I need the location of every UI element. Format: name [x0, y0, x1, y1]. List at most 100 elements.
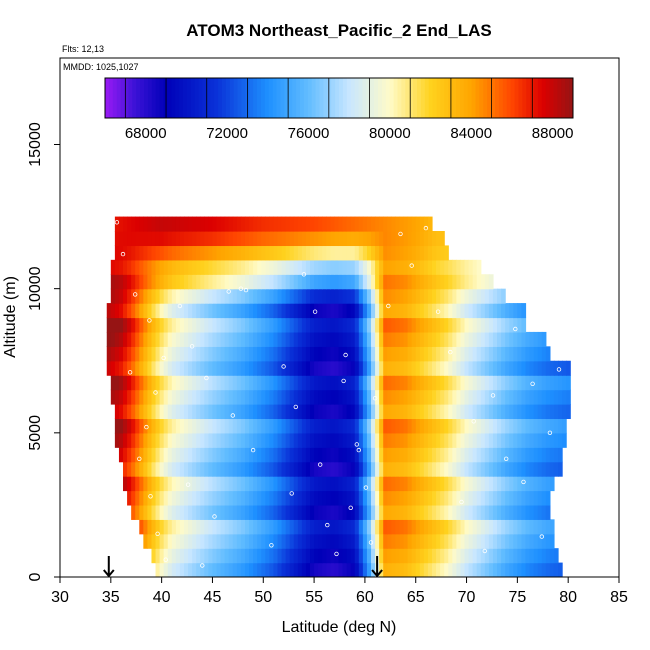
heatmap-cell	[391, 259, 396, 275]
heatmap-cell	[452, 317, 457, 333]
heatmap-cell	[135, 317, 140, 333]
heatmap-cell	[431, 360, 437, 376]
heatmap-cell	[114, 432, 120, 448]
heatmap-cell	[167, 461, 173, 477]
heatmap-cell	[159, 562, 165, 577]
heatmap-cell	[297, 303, 303, 319]
heatmap-cell	[184, 303, 189, 319]
heatmap-cell	[415, 490, 421, 506]
heatmap-cell	[322, 418, 327, 434]
heatmap-cell	[379, 504, 384, 520]
heatmap-cell	[163, 476, 169, 492]
heatmap-cell	[436, 504, 441, 520]
sample-point	[212, 514, 217, 519]
heatmap-cell	[366, 548, 372, 564]
heatmap-cell	[261, 476, 266, 492]
heatmap-cell	[277, 259, 283, 275]
heatmap-cell	[456, 504, 462, 520]
heatmap-cell	[212, 476, 218, 492]
heatmap-cell	[139, 375, 144, 391]
heatmap-cell	[533, 331, 539, 347]
heatmap-cell	[297, 418, 303, 434]
heatmap-cell	[151, 375, 157, 391]
colorbar-swatch	[225, 78, 231, 118]
heatmap-cell	[310, 490, 315, 506]
heatmap-cell	[261, 331, 266, 347]
heatmap-cell	[277, 245, 283, 261]
heatmap-cell	[273, 346, 279, 362]
heatmap-cell	[208, 331, 214, 347]
heatmap-cell	[224, 490, 230, 506]
heatmap-cell	[224, 231, 230, 247]
heatmap-cell	[326, 504, 331, 520]
heatmap-cell	[521, 317, 527, 333]
sample-point	[513, 326, 518, 332]
heatmap-cell	[358, 461, 364, 477]
y-axis-label: Altitude (m)	[2, 276, 19, 358]
heatmap-cell	[289, 447, 295, 463]
heatmap-cell	[379, 418, 384, 434]
colorbar-swatch	[194, 78, 200, 118]
heatmap-cell	[310, 548, 315, 564]
heatmap-cell	[330, 245, 336, 261]
heatmap-cell	[407, 331, 413, 347]
heatmap-cell	[558, 418, 563, 434]
heatmap-cell	[269, 259, 275, 275]
heatmap-cell	[354, 346, 360, 362]
heatmap-cell	[513, 533, 518, 549]
heatmap-cell	[305, 375, 311, 391]
heatmap-cell	[330, 562, 336, 577]
heatmap-cell	[456, 274, 462, 290]
heatmap-cell	[452, 476, 457, 492]
heatmap-cell	[460, 274, 466, 290]
heatmap-cell	[456, 490, 462, 506]
heatmap-cell	[240, 259, 246, 275]
heatmap-cell	[184, 504, 189, 520]
heatmap-cell	[541, 375, 547, 391]
heatmap-cell	[147, 519, 153, 535]
heatmap-cell	[289, 216, 295, 232]
heatmap-cell	[301, 360, 307, 376]
heatmap-cell	[224, 519, 230, 535]
heatmap-cell	[509, 331, 514, 347]
heatmap-cell	[281, 231, 287, 247]
heatmap-cell	[545, 490, 551, 506]
heatmap-cell	[265, 288, 270, 304]
heatmap-cell	[273, 389, 279, 405]
heatmap-cell	[244, 245, 250, 261]
colorbar-swatch	[276, 78, 281, 118]
heatmap-cell	[399, 476, 405, 492]
heatmap-cell	[131, 476, 136, 492]
heatmap-cell	[427, 476, 433, 492]
heatmap-cell	[354, 360, 360, 376]
heatmap-cell	[135, 447, 140, 463]
heatmap-cell	[383, 476, 388, 492]
heatmap-cell	[224, 389, 230, 405]
heatmap-cell	[269, 375, 275, 391]
heatmap-cell	[232, 274, 238, 290]
heatmap-cell	[196, 490, 201, 506]
heatmap-cell	[297, 548, 303, 564]
heatmap-cell	[159, 476, 165, 492]
heatmap-cell	[431, 259, 437, 275]
sample-point	[372, 396, 378, 401]
colorbar-swatch	[413, 78, 418, 118]
heatmap-cell	[249, 504, 254, 520]
heatmap-cell	[240, 447, 246, 463]
heatmap-cell	[261, 519, 266, 535]
heatmap-cell	[354, 389, 360, 405]
heatmap-cell	[204, 288, 209, 304]
colorbar-swatch	[522, 78, 527, 118]
heatmap-cell	[232, 476, 238, 492]
heatmap-cell	[273, 418, 279, 434]
heatmap-cell	[297, 476, 303, 492]
heatmap-cell	[403, 519, 409, 535]
heatmap-cell	[545, 346, 551, 362]
heatmap-cell	[549, 418, 555, 434]
heatmap-cell	[208, 288, 214, 304]
heatmap-cell	[468, 519, 474, 535]
heatmap-cell	[293, 346, 299, 362]
heatmap-cell	[391, 346, 396, 362]
heatmap-cell	[192, 389, 197, 405]
heatmap-cell	[366, 461, 372, 477]
